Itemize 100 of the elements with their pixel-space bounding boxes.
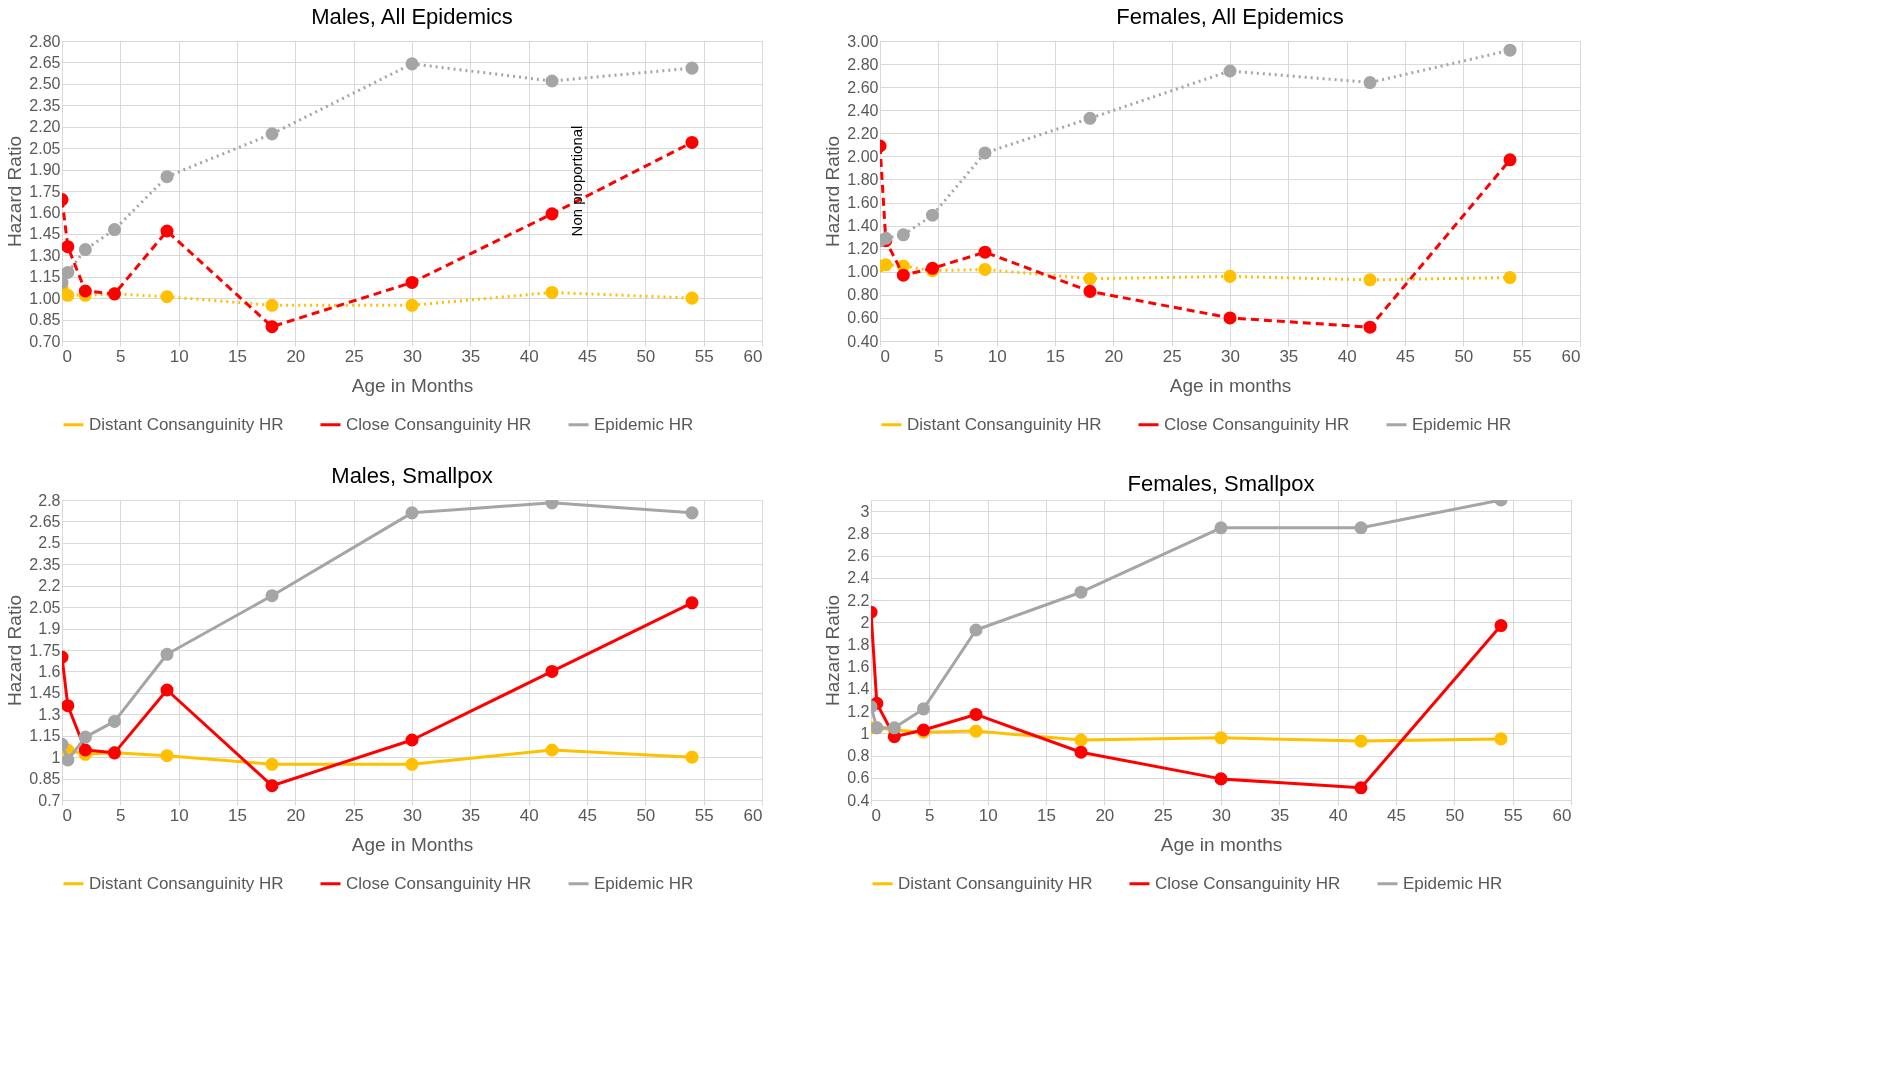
y-tick-label: 0.85 [29,311,61,329]
x-tick-label: 15 [228,346,247,366]
chart-title: Males, Smallpox [331,463,493,488]
x-tick-label: 0 [871,805,881,825]
x-tick-label: 40 [1337,346,1357,366]
x-tick-label: 10 [169,805,189,825]
legend-label: Distant Consanguinity HR [89,414,284,434]
legend-label: Close Consanguinity HR [1155,873,1341,893]
x-tick-label: 20 [286,805,306,825]
y-tick-label: 1.8 [847,635,870,653]
x-tick-label: 30 [403,346,422,366]
x-tick-label: 15 [1046,346,1065,366]
y-tick-label: 0.6 [847,769,870,787]
y-tick-label: 2.80 [29,32,61,50]
x-tick-label: 10 [169,346,189,366]
x-tick-label: 0 [880,346,890,366]
y-tick-label: 2.6 [847,547,870,565]
y-tick-label: 2.80 [847,55,879,73]
y-tick-label: 3.00 [847,32,879,50]
y-tick-label: 0.80 [847,286,879,304]
y-tick-label: 2.60 [847,78,879,96]
x-tick-label: 55 [1512,346,1532,366]
x-tick-label: 0 [62,346,72,366]
x-tick-label: 60 [743,805,763,825]
y-tick-label: 0.70 [29,332,61,350]
y-axis-title: Hazard Ratio [4,595,26,706]
x-tick-label: 35 [1270,805,1290,825]
y-tick-label: 2.20 [29,118,61,136]
x-tick-label: 45 [1387,805,1406,825]
x-tick-label: 20 [286,346,306,366]
x-tick-label: 15 [1037,805,1056,825]
y-tick-label: 1 [860,724,870,742]
y-tick-label: 1.30 [29,246,61,264]
y-tick-label: 0.4 [847,791,870,809]
y-tick-label: 1.3 [38,705,61,723]
y-tick-label: 2.65 [29,512,61,530]
x-tick-label: 30 [1212,805,1231,825]
y-axis-title: Hazard Ratio [4,136,26,247]
y-tick-label: 2.05 [29,139,61,157]
x-tick-label: 60 [743,346,763,366]
x-tick-label: 45 [578,805,597,825]
y-tick-label: 2.00 [847,147,879,165]
y-tick-label: 1.75 [29,182,61,200]
legend-label: Epidemic HR [1412,414,1512,434]
x-tick-label: 25 [344,805,364,825]
legend-label: Epidemic HR [594,873,694,893]
chart-title: Males, All Epidemics [311,4,513,29]
y-tick-label: 1.40 [847,217,879,235]
y-tick-label: 0.8 [847,747,870,765]
y-axis-title: Hazard Ratio [822,595,844,706]
y-tick-label: 2.20 [847,124,879,142]
x-tick-label: 5 [116,805,126,825]
x-tick-label: 50 [1445,805,1465,825]
y-tick-label: 1.2 [847,702,870,720]
legend-label: Distant Consanguinity HR [898,873,1093,893]
y-tick-label: 2.40 [847,101,879,119]
legend-label: Epidemic HR [1403,873,1503,893]
y-tick-label: 1.00 [29,289,61,307]
y-tick-label: 0.40 [847,332,879,350]
annotation: Non proportional [568,125,585,237]
y-tick-label: 2.8 [847,524,870,542]
x-tick-label: 25 [344,346,364,366]
x-tick-label: 35 [461,805,481,825]
y-tick-label: 2.4 [847,569,870,587]
y-tick-label: 1.00 [847,263,879,281]
legend-label: Distant Consanguinity HR [89,873,284,893]
x-tick-label: 20 [1104,346,1124,366]
y-tick-label: 1.6 [38,662,61,680]
y-tick-label: 2.5 [38,534,61,552]
legend-label: Close Consanguinity HR [1164,414,1350,434]
x-axis-title: Age in Months [351,833,474,855]
x-tick-label: 40 [519,346,539,366]
x-tick-label: 35 [1279,346,1299,366]
legend-label: Close Consanguinity HR [346,414,532,434]
y-tick-label: 0.60 [847,309,879,327]
legend-label: Epidemic HR [594,414,694,434]
y-tick-label: 1.20 [847,240,879,258]
x-axis-title: Age in months [1169,374,1292,396]
y-tick-label: 1.60 [847,194,879,212]
x-tick-label: 30 [403,805,422,825]
y-tick-label: 2.2 [847,591,870,609]
x-tick-label: 5 [934,346,944,366]
y-tick-label: 1.15 [29,727,61,745]
x-tick-label: 15 [228,805,247,825]
x-tick-label: 50 [636,805,656,825]
x-tick-label: 25 [1153,805,1173,825]
y-tick-label: 1.15 [29,268,61,286]
y-tick-label: 1 [51,748,61,766]
y-tick-label: 3 [860,502,870,520]
y-tick-label: 2 [860,613,870,631]
y-tick-label: 1.80 [847,170,879,188]
chart-title: Females, All Epidemics [1116,4,1344,29]
x-tick-label: 50 [1454,346,1474,366]
y-tick-label: 1.9 [38,620,61,638]
chart-title: Females, Smallpox [1127,471,1315,496]
x-tick-label: 55 [1503,805,1523,825]
x-axis-title: Age in months [1160,833,1283,855]
y-tick-label: 1.4 [847,680,870,698]
x-tick-label: 10 [978,805,998,825]
y-tick-label: 1.90 [29,161,61,179]
